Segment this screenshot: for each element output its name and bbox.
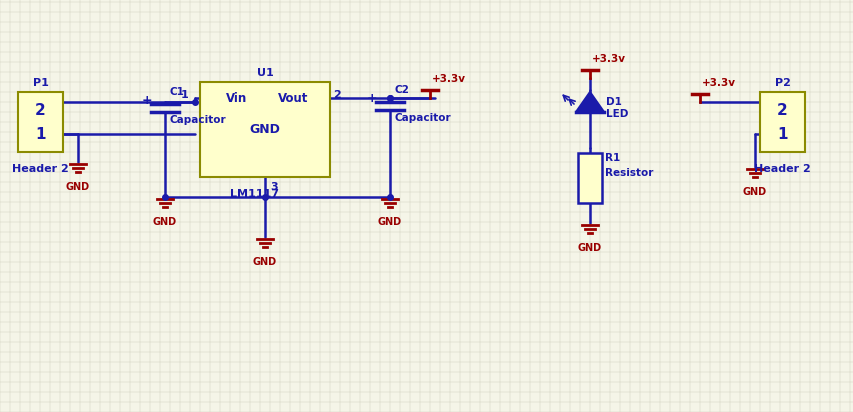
Text: 2: 2 [776,103,787,117]
Text: Vin: Vin [225,91,247,105]
Text: +: + [366,91,377,105]
Text: +: + [142,94,152,106]
Text: Capacitor: Capacitor [395,113,451,123]
Text: +3.3v: +3.3v [432,74,466,84]
Text: P1: P1 [32,78,49,88]
Text: Resistor: Resistor [604,168,653,178]
Text: GND: GND [249,123,280,136]
Text: 1: 1 [776,126,786,141]
Text: GND: GND [252,257,276,267]
Text: U1: U1 [256,68,273,78]
Text: Header 2: Header 2 [753,164,810,174]
Text: 1: 1 [180,90,188,100]
Bar [577,153,601,203]
Text: Vout: Vout [278,91,309,105]
Text: GND: GND [378,217,402,227]
Text: P2: P2 [774,78,790,88]
Text: C1: C1 [170,87,184,97]
Text: GND: GND [577,243,601,253]
Text: GND: GND [66,182,90,192]
Text: LED: LED [606,109,628,119]
Polygon shape [575,92,603,112]
Text: GND: GND [153,217,177,227]
Text: +3.3v: +3.3v [701,78,735,88]
Bar [18,92,63,152]
Bar [759,92,804,152]
Text: Capacitor: Capacitor [170,115,226,125]
Text: 2: 2 [333,90,340,100]
Text: LM1117: LM1117 [230,189,279,199]
Text: +3.3v: +3.3v [591,54,625,64]
Text: R1: R1 [604,153,619,163]
Text: 2: 2 [35,103,46,117]
Text: 1: 1 [35,126,46,141]
Text: GND: GND [742,187,766,197]
Text: Header 2: Header 2 [12,164,69,174]
Bar [200,82,329,177]
Text: 3: 3 [270,182,277,192]
Text: C2: C2 [395,85,409,95]
Text: D1: D1 [606,97,621,107]
